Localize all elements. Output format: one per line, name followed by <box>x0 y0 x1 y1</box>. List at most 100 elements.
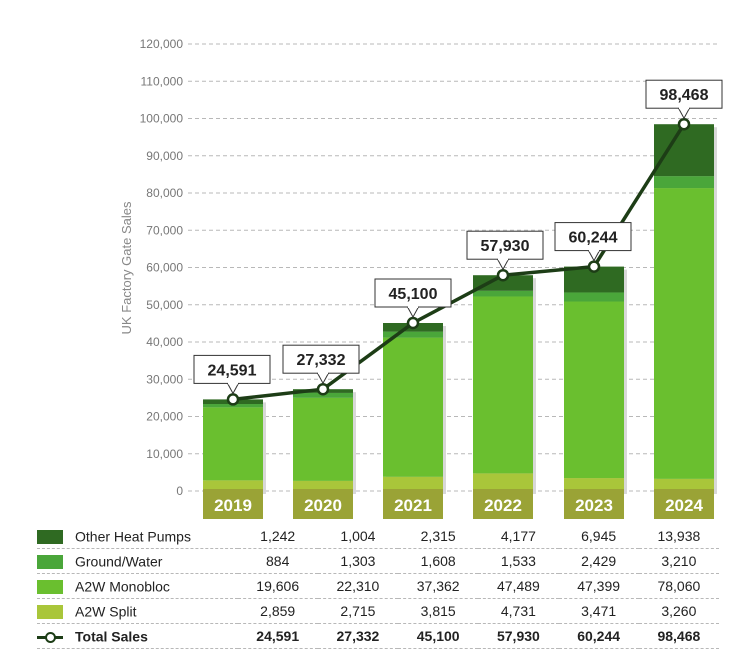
bar-segment-a2w-split <box>203 480 263 491</box>
year-label-box <box>203 489 263 519</box>
table-cell: 78,060 <box>638 573 719 599</box>
year-label: 2022 <box>484 496 522 515</box>
series-legend-cell: Ground/Water <box>37 548 238 574</box>
callout-joint <box>498 257 508 261</box>
bars <box>203 124 717 495</box>
callout-box <box>193 354 271 384</box>
table-cell: 1,303 <box>317 548 399 574</box>
gridlines <box>188 43 720 492</box>
y-tick-label: 20,000 <box>146 410 183 424</box>
year-label-box <box>473 489 533 519</box>
table-cell: 2,315 <box>398 524 479 549</box>
callout-joint <box>679 106 689 110</box>
y-tick-label: 50,000 <box>146 298 183 312</box>
table-cell: 27,332 <box>317 623 399 649</box>
year-label: 2021 <box>394 496 432 515</box>
y-tick-label: 10,000 <box>146 447 183 461</box>
legend-swatch <box>37 579 63 594</box>
table-cell: 4,177 <box>478 524 559 549</box>
table-cell: 3,815 <box>398 598 479 624</box>
table-cell: 4,731 <box>478 598 559 624</box>
y-tick-label: 80,000 <box>146 186 183 200</box>
legend-swatch <box>37 529 63 544</box>
bar-segment-a2w-monobloc <box>383 337 443 477</box>
total-sales-point <box>316 382 330 396</box>
total-sales-point <box>677 117 691 131</box>
table-cell: 98,468 <box>638 623 719 649</box>
table-cell: 22,310 <box>317 573 399 599</box>
y-tick-label: 40,000 <box>146 335 183 349</box>
table-cell: 1,533 <box>478 548 559 574</box>
total-line-icon <box>37 630 63 644</box>
table-cell: 884 <box>237 548 318 574</box>
bar-segment-ground-water <box>473 290 533 297</box>
table-cell: 60,244 <box>558 623 639 649</box>
table-cell: 1,608 <box>398 548 479 574</box>
total-callout-label: 60,244 <box>569 230 618 247</box>
y-tick-label: 0 <box>176 484 183 498</box>
y-axis-label: UK Factory Gate Sales <box>119 201 134 334</box>
year-label-box <box>383 489 443 519</box>
year-label: 2024 <box>665 496 703 515</box>
table-row: A2W Monobloc 19,606 22,310 37,362 47,489 47,3… <box>37 573 719 599</box>
year-label-box <box>654 489 714 519</box>
total-callout-label: 57,930 <box>481 238 530 255</box>
year-label-box <box>293 489 353 519</box>
total-callout-label: 27,332 <box>297 352 346 369</box>
table-row: Other Heat Pumps 1,242 1,004 2,315 4,177 6,94… <box>37 524 719 549</box>
y-axis-ticks: 0 10,000 20,000 30,000 40,000 50,000 60,000 70,… <box>140 37 184 498</box>
total-callouts: 24,591 27,332 45,100 57,930 60,244 98,468 <box>193 79 723 395</box>
y-tick-label: 120,000 <box>140 37 184 51</box>
bar-segment-a2w-split <box>383 476 443 491</box>
series-legend-cell: A2W Monobloc <box>37 573 238 599</box>
bar-segment-a2w-split <box>293 480 353 491</box>
table-cell: 57,930 <box>478 623 559 649</box>
table-cell: 24,591 <box>237 623 318 649</box>
table-cell: 45,100 <box>398 623 479 649</box>
bar-segment-a2w-split <box>654 478 714 491</box>
bar-segment-a2w-monobloc <box>473 296 533 474</box>
series-name: A2W Split <box>75 603 137 620</box>
table-cell: 37,362 <box>398 573 479 599</box>
bar-segment-a2w-monobloc <box>293 397 353 481</box>
total-callout: 45,100 <box>374 278 452 319</box>
table-cell: 1,242 <box>237 524 318 549</box>
total-callout: 60,244 <box>554 222 632 262</box>
total-callout: 24,591 <box>193 354 271 395</box>
legend-swatch <box>37 554 63 569</box>
total-sales-point <box>226 393 240 406</box>
table-cell: 2,715 <box>317 598 399 624</box>
callout-box <box>374 278 452 308</box>
callout-box <box>282 344 360 374</box>
y-tick-label: 70,000 <box>146 223 183 237</box>
table-cell: 13,938 <box>638 524 719 549</box>
bar-segment-ground-water <box>203 404 263 408</box>
series-name: Other Heat Pumps <box>75 528 191 545</box>
year-label: 2020 <box>304 496 342 515</box>
bar-segment-ground-water <box>383 331 443 338</box>
table-cell: 2,429 <box>558 548 639 574</box>
table-cell: 47,489 <box>478 573 559 599</box>
table-cell: 19,606 <box>237 573 318 599</box>
series-name: Total Sales <box>75 628 148 645</box>
series-name: A2W Monobloc <box>75 578 170 595</box>
total-callout: 57,930 <box>466 230 544 271</box>
bar-segment-a2w-split <box>473 473 533 491</box>
total-callout-label: 24,591 <box>208 362 257 379</box>
callout-box <box>466 230 544 260</box>
table-cell: 6,945 <box>558 524 639 549</box>
callout-joint <box>589 249 599 252</box>
total-callout-label: 45,100 <box>389 286 438 303</box>
year-label: 2019 <box>214 496 252 515</box>
series-legend-cell: A2W Split <box>37 598 238 624</box>
callout-joint <box>318 371 328 375</box>
bar-segment-a2w-monobloc <box>564 301 624 479</box>
y-tick-label: 110,000 <box>141 74 184 88</box>
y-tick-label: 100,000 <box>140 112 184 126</box>
total-sales-point <box>587 260 601 273</box>
total-callout: 27,332 <box>282 344 360 385</box>
y-tick-label: 30,000 <box>146 372 183 386</box>
table-row: Ground/Water 884 1,303 1,608 1,533 2,429 3,210 <box>37 548 719 574</box>
y-tick-label: 90,000 <box>146 149 183 163</box>
stacked-bar-chart: 0 10,000 20,000 30,000 40,000 50,000 60,000 70,… <box>119 37 723 519</box>
